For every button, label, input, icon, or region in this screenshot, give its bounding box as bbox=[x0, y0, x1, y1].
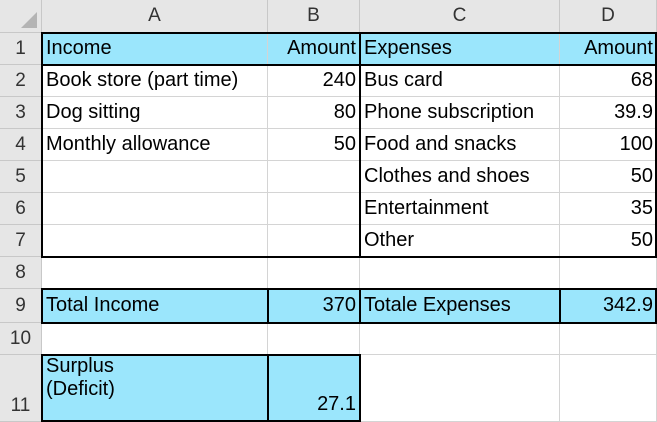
cell-c10[interactable] bbox=[360, 323, 560, 355]
border-surplus-right bbox=[359, 354, 361, 422]
cell-d5[interactable]: 50 bbox=[560, 161, 657, 193]
surplus-label-line2: (Deficit) bbox=[46, 378, 115, 400]
cell-d7[interactable]: 50 bbox=[560, 225, 657, 257]
cell-d9-total-expenses-value[interactable]: 342.9 bbox=[560, 289, 657, 323]
border-totals-bottom bbox=[41, 322, 657, 324]
column-header-b[interactable]: B bbox=[268, 0, 360, 33]
cell-a8[interactable] bbox=[42, 257, 268, 289]
cell-c11[interactable] bbox=[360, 355, 560, 422]
select-all-corner[interactable] bbox=[0, 0, 42, 33]
border-totals-mid3 bbox=[559, 288, 561, 324]
cell-c3[interactable]: Phone subscription bbox=[360, 97, 560, 129]
cell-b7[interactable] bbox=[268, 225, 360, 257]
cell-d10[interactable] bbox=[560, 323, 657, 355]
cell-c1[interactable]: Expenses bbox=[360, 33, 560, 65]
cell-a10[interactable] bbox=[42, 323, 268, 355]
cell-c2[interactable]: Bus card bbox=[360, 65, 560, 97]
cell-d8[interactable] bbox=[560, 257, 657, 289]
border-income-header-bottom bbox=[41, 64, 361, 66]
cell-a9-total-income-label[interactable]: Total Income bbox=[42, 289, 268, 323]
cell-c4[interactable]: Food and snacks bbox=[360, 129, 560, 161]
cell-b9-total-income-value[interactable]: 370 bbox=[268, 289, 360, 323]
row-header-11[interactable]: 11 bbox=[0, 355, 42, 422]
surplus-label-line1: Surplus bbox=[46, 355, 114, 377]
cell-c6[interactable]: Entertainment bbox=[360, 193, 560, 225]
border-income-top bbox=[41, 32, 361, 34]
border-expenses-bottom bbox=[359, 256, 657, 258]
cell-a3[interactable]: Dog sitting bbox=[42, 97, 268, 129]
cell-b11-surplus-value[interactable]: 27.1 bbox=[268, 355, 360, 422]
column-header-d[interactable]: D bbox=[560, 0, 657, 33]
border-totals-mid2 bbox=[359, 288, 361, 324]
cell-d4[interactable]: 100 bbox=[560, 129, 657, 161]
row-header-5[interactable]: 5 bbox=[0, 161, 42, 193]
border-income-left bbox=[41, 32, 43, 258]
column-header-c[interactable]: C bbox=[360, 0, 560, 33]
border-totals-left bbox=[41, 288, 43, 324]
cell-a2[interactable]: Book store (part time) bbox=[42, 65, 268, 97]
border-surplus-mid bbox=[267, 354, 269, 422]
border-totals-top bbox=[41, 288, 657, 290]
cell-d3[interactable]: 39.9 bbox=[560, 97, 657, 129]
cell-b4[interactable]: 50 bbox=[268, 129, 360, 161]
border-totals-right bbox=[655, 288, 657, 324]
cell-b1[interactable]: Amount bbox=[268, 33, 360, 65]
row-header-2[interactable]: 2 bbox=[0, 65, 42, 97]
row-header-6[interactable]: 6 bbox=[0, 193, 42, 225]
row-header-9[interactable]: 9 bbox=[0, 289, 42, 323]
cell-d2[interactable]: 68 bbox=[560, 65, 657, 97]
cell-c7[interactable]: Other bbox=[360, 225, 560, 257]
row-header-10[interactable]: 10 bbox=[0, 323, 42, 355]
cell-d6[interactable]: 35 bbox=[560, 193, 657, 225]
border-totals-mid1 bbox=[267, 288, 269, 324]
cell-a1[interactable]: Income bbox=[42, 33, 268, 65]
cell-b8[interactable] bbox=[268, 257, 360, 289]
cell-b10[interactable] bbox=[268, 323, 360, 355]
cell-a5[interactable] bbox=[42, 161, 268, 193]
border-expenses-right bbox=[655, 32, 657, 258]
row-header-8[interactable]: 8 bbox=[0, 257, 42, 289]
row-header-3[interactable]: 3 bbox=[0, 97, 42, 129]
cell-a6[interactable] bbox=[42, 193, 268, 225]
cell-c9-total-expenses-label[interactable]: Totale Expenses bbox=[360, 289, 560, 323]
row-header-7[interactable]: 7 bbox=[0, 225, 42, 257]
border-expenses-top bbox=[359, 32, 657, 34]
cell-b2[interactable]: 240 bbox=[268, 65, 360, 97]
border-surplus-left bbox=[41, 354, 43, 422]
cell-b5[interactable] bbox=[268, 161, 360, 193]
row-header-1[interactable]: 1 bbox=[0, 33, 42, 65]
border-expenses-header-bottom bbox=[359, 64, 657, 66]
cell-c8[interactable] bbox=[360, 257, 560, 289]
cell-a7[interactable] bbox=[42, 225, 268, 257]
cell-d1[interactable]: Amount bbox=[560, 33, 657, 65]
cell-a11-surplus-label[interactable]: Surplus (Deficit) bbox=[42, 355, 268, 422]
row-header-4[interactable]: 4 bbox=[0, 129, 42, 161]
border-income-bottom bbox=[41, 256, 361, 258]
cell-a4[interactable]: Monthly allowance bbox=[42, 129, 268, 161]
column-header-a[interactable]: A bbox=[42, 0, 268, 33]
cell-b3[interactable]: 80 bbox=[268, 97, 360, 129]
cell-b6[interactable] bbox=[268, 193, 360, 225]
border-surplus-bottom bbox=[41, 420, 361, 422]
cell-c5[interactable]: Clothes and shoes bbox=[360, 161, 560, 193]
cell-d11[interactable] bbox=[560, 355, 657, 422]
border-income-right bbox=[359, 32, 361, 258]
select-all-icon bbox=[21, 12, 37, 28]
border-surplus-top bbox=[41, 354, 361, 356]
